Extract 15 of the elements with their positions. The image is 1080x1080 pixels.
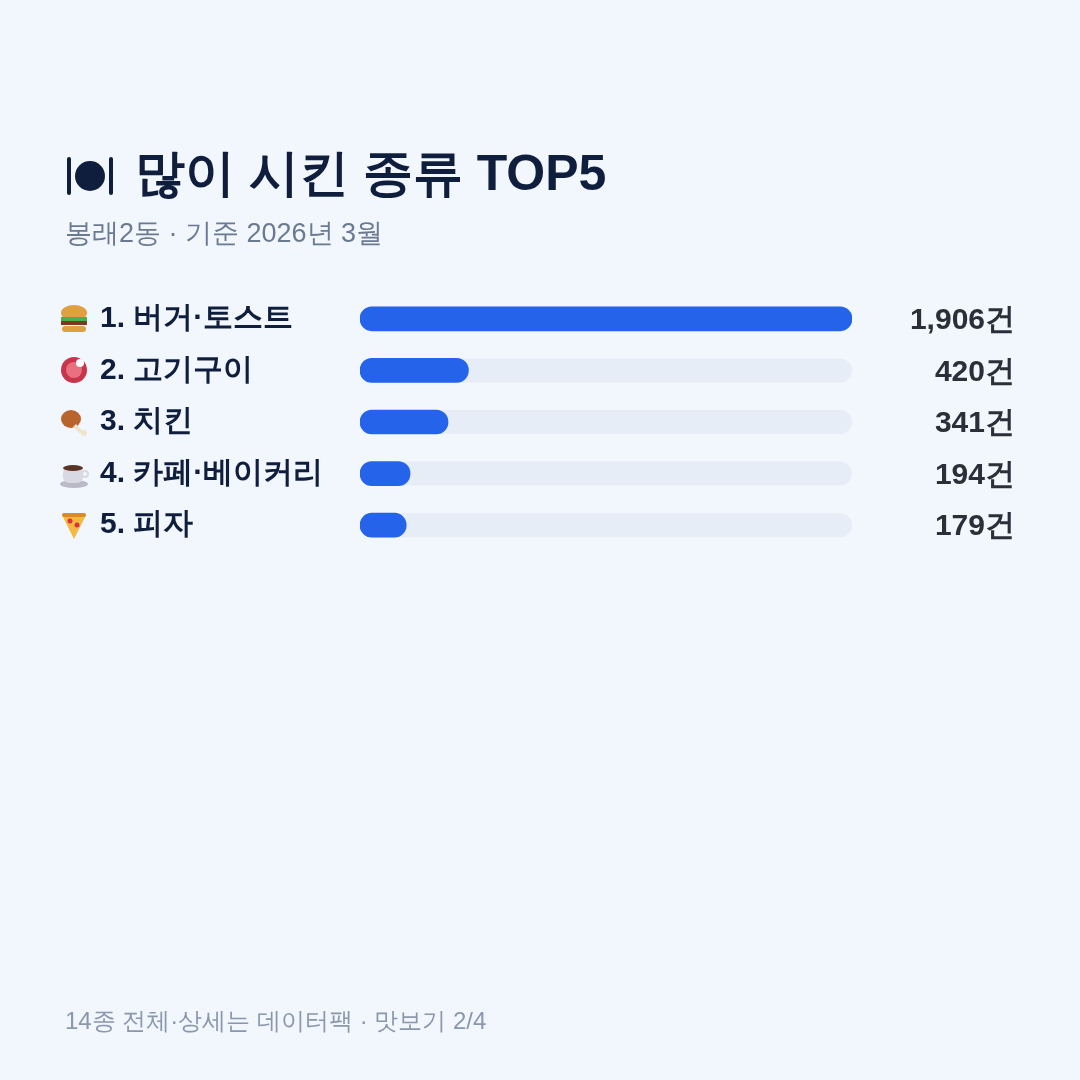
y-tick-label: 4. 카페·베이커리 [100,454,324,488]
text: 14종 전체·상세는 데이터팩 · 맛보기 2/4 [65,1006,487,1036]
bar [360,409,449,435]
y-tick-label: 2. 고기구이 [100,351,254,385]
data-label: 194건 [934,456,1015,490]
y-tick-label: 1. 버거·토스트 [100,300,294,334]
chart-subtitle: 봉래2동 · 기준 2026년 3월 [65,217,384,250]
chart-title: 많이 시킨 종류 TOP5 [135,144,607,203]
data-label: 179건 [934,508,1015,542]
data-label: 420건 [934,353,1015,387]
bar [360,358,469,383]
y-tick-label: 3. 치킨 [100,403,194,437]
data-label: 1,906건 [909,302,1015,336]
y-tick-label: 5. 피자 [100,506,194,540]
data-label: 341건 [934,405,1015,439]
